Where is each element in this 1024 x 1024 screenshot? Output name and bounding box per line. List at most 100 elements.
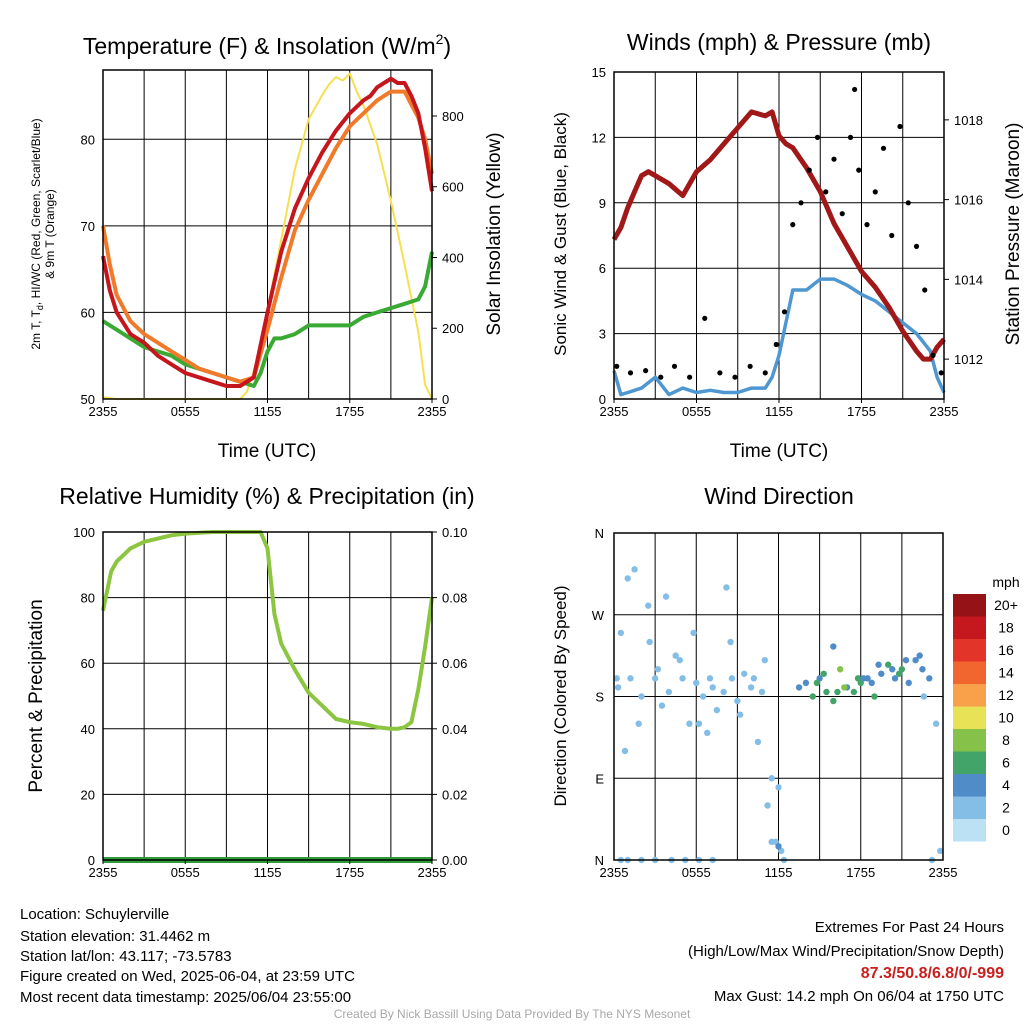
temperature-ylabel-right: Solar Insolation (Yellow) (484, 132, 505, 335)
credit-line: Created By Nick Bassill Using Data Provi… (333, 1007, 691, 1021)
direction-point (920, 693, 928, 700)
direction-point (747, 684, 755, 691)
x-tick-label: 0555 (171, 865, 200, 880)
colorbar-label: 16 (998, 642, 1014, 658)
temperature-panel-title: Temperature (F) & Insolation (W/m2) (83, 31, 451, 59)
x-tick-label: 1755 (335, 404, 364, 419)
y-right-tick-label: 1012 (954, 352, 983, 367)
direction-point (621, 747, 629, 755)
y-left-tick-label: 3 (599, 327, 606, 342)
gust-point (823, 189, 829, 195)
gust-point (806, 167, 812, 173)
direction-point (854, 675, 862, 682)
direction-point (761, 656, 768, 664)
gust-point (930, 352, 936, 358)
x-tick-label: 1155 (765, 404, 793, 419)
direction-point (635, 720, 642, 727)
gust-point (732, 374, 738, 380)
y-right-tick-label: 0.02 (442, 787, 467, 802)
x-tick-label: 2355 (89, 865, 118, 880)
y-left-tick-label: 100 (73, 525, 95, 540)
y-left-tick-label: 20 (81, 787, 95, 802)
colorbar-label: 8 (1002, 732, 1010, 748)
extremes-values: 87.3/50.8/6.8/0/-999 (860, 965, 1004, 982)
direction-point (614, 684, 622, 691)
direction-point (795, 684, 803, 691)
y-left-tick-label: 6 (599, 261, 606, 276)
gust-point (938, 370, 944, 376)
colorbar-label: 6 (1002, 755, 1010, 771)
footer-location: Location: Schuylerville (20, 906, 170, 923)
colorbar-label: 14 (998, 665, 1014, 681)
gust-point (671, 363, 678, 369)
colorbar-swatch (953, 819, 986, 842)
x-tick-label: 2355 (418, 865, 447, 880)
direction-point (638, 693, 645, 700)
x-tick-label: 0555 (682, 404, 711, 419)
direction-point (919, 666, 926, 673)
y-right-tick-label: 1018 (954, 113, 983, 128)
humidity-ylabel-left: Percent & Precipitation (26, 599, 47, 792)
gust-point (798, 200, 804, 206)
direction-point (891, 675, 899, 682)
direction-panel-title: Wind Direction (704, 483, 854, 509)
direction-point (646, 638, 653, 646)
direction-point (736, 711, 744, 718)
direction-point (627, 675, 634, 682)
footer-elevation: Station elevation: 31.4462 m (20, 928, 211, 945)
x-tick-label: 1155 (254, 865, 282, 880)
colorbar-swatch (953, 639, 986, 662)
y-left-tick-label: 60 (81, 305, 95, 320)
x-tick-label: 2355 (600, 404, 629, 419)
x-tick-label: 1755 (335, 865, 364, 880)
direction-point (932, 720, 940, 727)
direction-point (713, 706, 721, 714)
y-left-tick-label: 15 (592, 65, 606, 80)
gust-point (687, 374, 693, 380)
gust-point (781, 309, 788, 315)
gust-point (847, 134, 854, 140)
y-tick-label: N (595, 853, 604, 868)
colorbar-label: 20+ (994, 597, 1018, 613)
gust-point (627, 370, 634, 376)
direction-point (672, 652, 679, 659)
direction-point (704, 729, 711, 737)
y-tick-label: S (595, 690, 604, 705)
y-left-tick-label: 80 (81, 591, 95, 606)
direction-point (720, 688, 727, 696)
temp_9m-line (101, 89, 434, 384)
colorbar-swatch (953, 616, 986, 639)
temperature-title-main: Temperature (F) & Insolation (W/m (83, 33, 436, 59)
colorbar-label: 18 (998, 620, 1014, 636)
gust-point (717, 370, 723, 376)
colorbar-swatch (953, 661, 986, 684)
speed-colorbar: 20+ 18 16 14 12 10 8 6 4 2 0 (953, 594, 1018, 842)
x-tick-label: 2355 (930, 404, 959, 419)
direction-point (937, 847, 944, 855)
gust-point (852, 86, 858, 93)
direction-point (850, 688, 858, 696)
humidity-grid (103, 531, 432, 861)
direction-point (775, 784, 782, 791)
gust-point (658, 374, 664, 380)
direction-point (690, 629, 697, 637)
direction-point (631, 566, 638, 573)
y-right-tick-label: 0 (442, 392, 449, 407)
x-tick-label: 2355 (929, 865, 958, 880)
direction-point (813, 679, 821, 687)
winds-panel: Winds (mph) & Pressure (mb) 2355 0555 1155… (551, 29, 1024, 462)
direction-point (902, 656, 910, 664)
direction-point (775, 843, 782, 850)
temperature-title-sup: 2 (436, 31, 444, 47)
y-tick-label: W (592, 608, 605, 623)
gust-point (831, 156, 837, 162)
y-right-tick-label: 800 (442, 109, 464, 124)
direction-point (665, 688, 673, 696)
direction-points (613, 566, 944, 864)
temperature-ylabel-part-sub: d (35, 305, 45, 310)
direction-point (895, 670, 903, 677)
direction-point (905, 679, 912, 687)
gust-point (889, 232, 895, 239)
direction-point (676, 656, 683, 664)
